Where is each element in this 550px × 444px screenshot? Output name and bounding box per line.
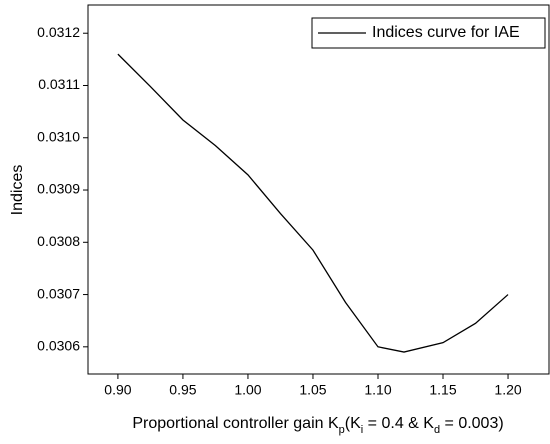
legend-label: Indices curve for IAE (372, 24, 520, 41)
x-axis-label-part: d (434, 424, 440, 436)
y-axis-label: Indices (9, 165, 26, 216)
x-tick-label: 0.90 (104, 382, 131, 398)
x-tick-label: 1.15 (429, 382, 456, 398)
x-tick-label: 0.95 (169, 382, 196, 398)
data-line (117, 53, 509, 353)
y-tick-label: 0.0311 (38, 76, 80, 92)
y-tick-label: 0.0308 (37, 233, 80, 249)
y-tick-label: 0.0312 (37, 24, 80, 40)
x-axis-label-part: Proportional controller gain K (132, 415, 339, 432)
x-axis-label-part: = 0.4 & K (363, 415, 434, 432)
x-tick-label: 1.05 (299, 382, 326, 398)
plot-frame (87, 4, 550, 375)
x-axis-label-part: p (339, 424, 345, 436)
y-tick-label: 0.0309 (37, 181, 80, 197)
x-tick-label: 1.00 (234, 382, 261, 398)
x-axis-label-part: i (361, 424, 363, 436)
y-tick-label: 0.0310 (37, 128, 80, 144)
y-tick-label: 0.0307 (37, 285, 80, 301)
y-tick-label: 0.0306 (37, 338, 80, 354)
x-axis-label: Proportional controller gain Kp(Ki = 0.4… (132, 415, 503, 436)
x-tick-label: 1.20 (494, 382, 521, 398)
x-axis-label-part: (K (345, 415, 361, 432)
x-axis-label-part: = 0.003) (440, 415, 504, 432)
x-tick-label: 1.10 (364, 382, 391, 398)
